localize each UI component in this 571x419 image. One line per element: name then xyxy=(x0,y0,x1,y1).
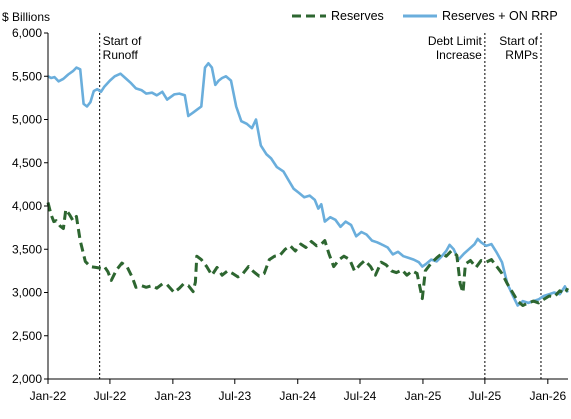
y-tick-label-6000: 6,000 xyxy=(12,26,42,40)
x-axis-ticks: Jan-22 Jul-22 Jan-23 Jul-23 Jan-24 Jul-24 Jan-… xyxy=(30,379,566,403)
annotation-label-debt-limit-increase-1: Debt Limit xyxy=(428,34,483,48)
x-tick-label-jan-24: Jan-24 xyxy=(279,389,316,403)
y-tick-label-2500: 2,500 xyxy=(12,329,42,343)
x-tick-label-jan-26: Jan-26 xyxy=(529,389,566,403)
legend-label-reserves-on-rrp: Reserves + ON RRP xyxy=(442,9,558,23)
annotation-label-start-of-runoff-2: Runoff xyxy=(103,48,139,62)
y-tick-label-5500: 5,500 xyxy=(12,69,42,83)
y-tick-label-4000: 4,000 xyxy=(12,199,42,213)
x-tick-label-jul-22: Jul-22 xyxy=(94,389,127,403)
unit-label: $ Billions xyxy=(2,10,50,24)
y-tick-label-4500: 4,500 xyxy=(12,156,42,170)
y-axis-ticks: 2,000 2,500 3,000 3,500 4,000 4,500 5,000 5,500… xyxy=(12,26,48,386)
series-line-reserves xyxy=(46,202,570,307)
annotation-label-debt-limit-increase-2: Increase xyxy=(436,48,482,62)
legend-label-reserves: Reserves xyxy=(331,9,384,23)
y-tick-label-3500: 3,500 xyxy=(12,242,42,256)
series-line-reserves-on-rrp xyxy=(47,61,569,307)
legend: Reserves Reserves + ON RRP xyxy=(292,9,558,23)
annotation-label-start-of-rmps-1: Start of xyxy=(499,34,538,48)
annotation-label-start-of-runoff-1: Start of xyxy=(103,34,142,48)
y-tick-label-3000: 3,000 xyxy=(12,286,42,300)
y-tick-label-2000: 2,000 xyxy=(12,372,42,386)
y-tick-label-5000: 5,000 xyxy=(12,113,42,127)
x-tick-label-jul-25: Jul-25 xyxy=(469,389,502,403)
x-tick-label-jul-24: Jul-24 xyxy=(344,389,377,403)
x-tick-label-jul-23: Jul-23 xyxy=(218,389,251,403)
series-layer xyxy=(46,61,570,307)
annotation-label-start-of-rmps-2: RMPs xyxy=(505,48,538,62)
x-tick-label-jan-25: Jan-25 xyxy=(405,389,442,403)
x-tick-label-jan-22: Jan-22 xyxy=(30,389,67,403)
x-tick-label-jan-23: Jan-23 xyxy=(155,389,192,403)
